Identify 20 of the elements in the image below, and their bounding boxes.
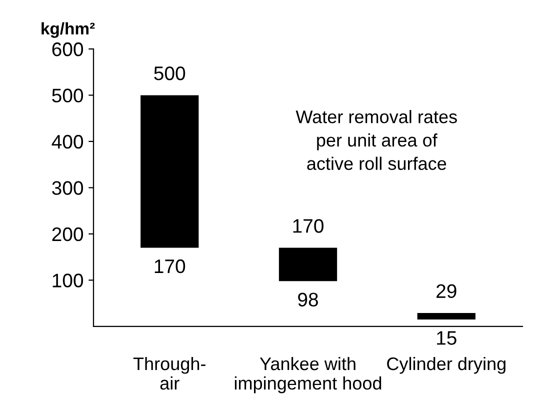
y-tick-label: 300 bbox=[52, 181, 84, 195]
bar bbox=[417, 312, 476, 320]
y-tick-label: 200 bbox=[52, 227, 84, 242]
bar bbox=[278, 248, 338, 282]
y-tick-label: 500 bbox=[52, 88, 84, 102]
annotation: 15 bbox=[437, 331, 456, 345]
x-tick-label: Yankee with impingement hood bbox=[234, 356, 382, 394]
x-tick-label: Cylinder drying bbox=[387, 356, 506, 374]
y-tick-label: 400 bbox=[52, 134, 84, 149]
annotation: 29 bbox=[436, 284, 456, 298]
annotation: 170 bbox=[293, 219, 324, 233]
x-tick-label: Through- air bbox=[133, 356, 206, 390]
annotation: Water removal rates per unit area of active roll surface bbox=[296, 110, 457, 170]
bar bbox=[140, 95, 199, 248]
annotation: 500 bbox=[154, 66, 186, 80]
y-tick-label: 600 bbox=[52, 42, 84, 56]
y-tick-label: 100 bbox=[52, 274, 84, 288]
annotation: 170 bbox=[154, 259, 186, 274]
annotation: 98 bbox=[298, 292, 318, 306]
y-axis-title: kg/hm² bbox=[42, 22, 95, 38]
